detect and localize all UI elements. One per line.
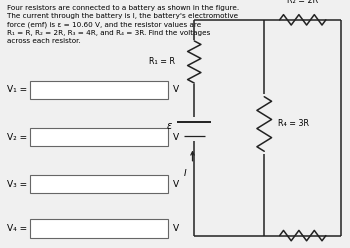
Text: R₄ = 3R: R₄ = 3R	[278, 120, 309, 128]
FancyBboxPatch shape	[30, 219, 168, 238]
Text: I: I	[184, 169, 187, 178]
Text: V₃ =: V₃ =	[7, 180, 27, 189]
Text: V₂ =: V₂ =	[7, 132, 27, 142]
Text: V: V	[173, 180, 180, 189]
Text: Four resistors are connected to a battery as shown in the figure.
The current th: Four resistors are connected to a batter…	[7, 5, 239, 44]
Text: R₂ = 2R: R₂ = 2R	[287, 0, 318, 5]
FancyBboxPatch shape	[30, 128, 168, 146]
Text: V: V	[173, 132, 180, 142]
Text: ε: ε	[166, 122, 172, 131]
FancyBboxPatch shape	[30, 81, 168, 99]
Text: V: V	[173, 224, 180, 233]
Text: V₄ =: V₄ =	[7, 224, 27, 233]
Text: V₁ =: V₁ =	[7, 85, 27, 94]
Text: R₁ = R: R₁ = R	[149, 58, 175, 66]
Text: V: V	[173, 85, 180, 94]
FancyBboxPatch shape	[30, 175, 168, 193]
